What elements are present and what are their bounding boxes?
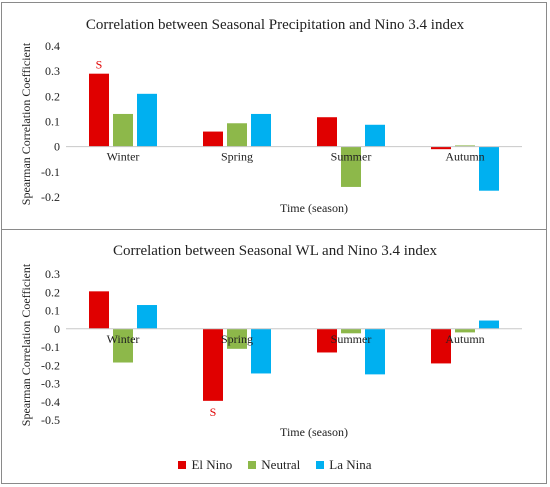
chart2-bar-el-nino-winter xyxy=(89,291,109,329)
panel-divider xyxy=(1,229,547,230)
chart1-category-label-summer: Summer xyxy=(331,150,372,164)
chart2-ylabel: Spearman Correlation Coefficient xyxy=(19,263,33,426)
chart2-bar-neutral-summer xyxy=(341,328,361,334)
chart1-bar-neutral-summer xyxy=(341,146,361,187)
legend-swatch-la-nina xyxy=(316,461,325,469)
chart1-ylabel: Spearman Correlation Coefficient xyxy=(19,42,33,205)
chart1-ytick-0-1: -0.1 xyxy=(41,165,60,179)
chart2-ytick-0: 0 xyxy=(54,322,60,336)
legend: El Nino Neutral La Nina xyxy=(0,456,550,474)
chart2-category-label-summer: Summer xyxy=(331,332,372,346)
chart1-bar-el-nino-summer xyxy=(317,117,337,147)
chart1-ytick-0-4: 0.4 xyxy=(45,39,60,53)
chart1-ytick-0-2: -0.2 xyxy=(41,190,60,204)
chart2-category-label-spring: Spring xyxy=(221,332,253,346)
legend-label-la-nina: La Nina xyxy=(329,457,372,472)
legend-item-neutral: Neutral xyxy=(248,457,300,473)
chart2-ytick-0-4: -0.4 xyxy=(41,395,60,409)
chart1-bar-neutral-spring xyxy=(227,123,247,147)
chart1-bar-la-nina-spring xyxy=(251,113,271,147)
chart2-bar-neutral-autumn xyxy=(455,328,475,333)
chart2-bar-el-nino-summer xyxy=(317,328,337,353)
chart2-ytick-0-1: -0.1 xyxy=(41,340,60,354)
chart2-ytick-0-1: 0.1 xyxy=(45,304,60,318)
chart2-title: Correlation between Seasonal WL and Nino… xyxy=(113,243,438,259)
chart1-ytick-0-2: 0.2 xyxy=(45,89,60,103)
chart2-bar-la-nina-autumn xyxy=(479,320,499,329)
chart2-category-label-winter: Winter xyxy=(107,332,140,346)
legend-swatch-neutral xyxy=(248,461,257,469)
chart2-bar-neutral-winter xyxy=(113,328,133,363)
chart2-bar-el-nino-autumn xyxy=(431,328,451,364)
chart1-title: Correlation between Seasonal Precipitati… xyxy=(86,17,465,33)
chart1-ytick-0: 0 xyxy=(54,140,60,154)
chart2-bar-el-nino-spring xyxy=(203,328,223,401)
chart1-ytick-0-1: 0.1 xyxy=(45,115,60,129)
legend-label-neutral: Neutral xyxy=(261,457,301,472)
chart2-xlabel: Time (season) xyxy=(280,425,348,439)
chart1-category-label-winter: Winter xyxy=(107,150,140,164)
chart2-bar-la-nina-spring xyxy=(251,328,271,374)
chart1-ytick-0-3: 0.3 xyxy=(45,64,60,78)
chart1-bar-neutral-autumn xyxy=(455,145,475,147)
chart2-bar-la-nina-winter xyxy=(137,305,157,329)
legend-label-el-nino: El Nino xyxy=(191,457,233,472)
legend-item-el-nino: El Nino xyxy=(178,457,232,473)
chart2-ytick-0-2: 0.2 xyxy=(45,285,60,299)
legend-swatch-el-nino xyxy=(178,461,187,469)
chart1-bar-la-nina-winter xyxy=(137,93,157,147)
chart1-xlabel: Time (season) xyxy=(280,201,348,215)
chart1-annotation-winter: S xyxy=(96,58,103,72)
chart2-annotation-spring: S xyxy=(210,405,217,419)
chart1-category-label-spring: Spring xyxy=(221,150,253,164)
chart1-bar-el-nino-autumn xyxy=(431,146,451,150)
chart2-bar-neutral-spring xyxy=(227,328,247,349)
chart1-bar-el-nino-winter xyxy=(89,73,109,147)
chart1-bar-la-nina-summer xyxy=(365,124,385,147)
chart2-ytick-0-3: 0.3 xyxy=(45,267,60,281)
chart1-category-label-autumn: Autumn xyxy=(445,150,484,164)
chart2-bar-la-nina-summer xyxy=(365,328,385,375)
legend-item-la-nina: La Nina xyxy=(316,457,372,473)
chart2-ytick-0-2: -0.2 xyxy=(41,358,60,372)
chart2-ytick-0-3: -0.3 xyxy=(41,377,60,391)
chart2-category-label-autumn: Autumn xyxy=(445,332,484,346)
chart2-ytick-0-5: -0.5 xyxy=(41,413,60,427)
chart1-bar-la-nina-autumn xyxy=(479,146,499,191)
chart1-bar-neutral-winter xyxy=(113,113,133,147)
chart1-bar-el-nino-spring xyxy=(203,131,223,147)
